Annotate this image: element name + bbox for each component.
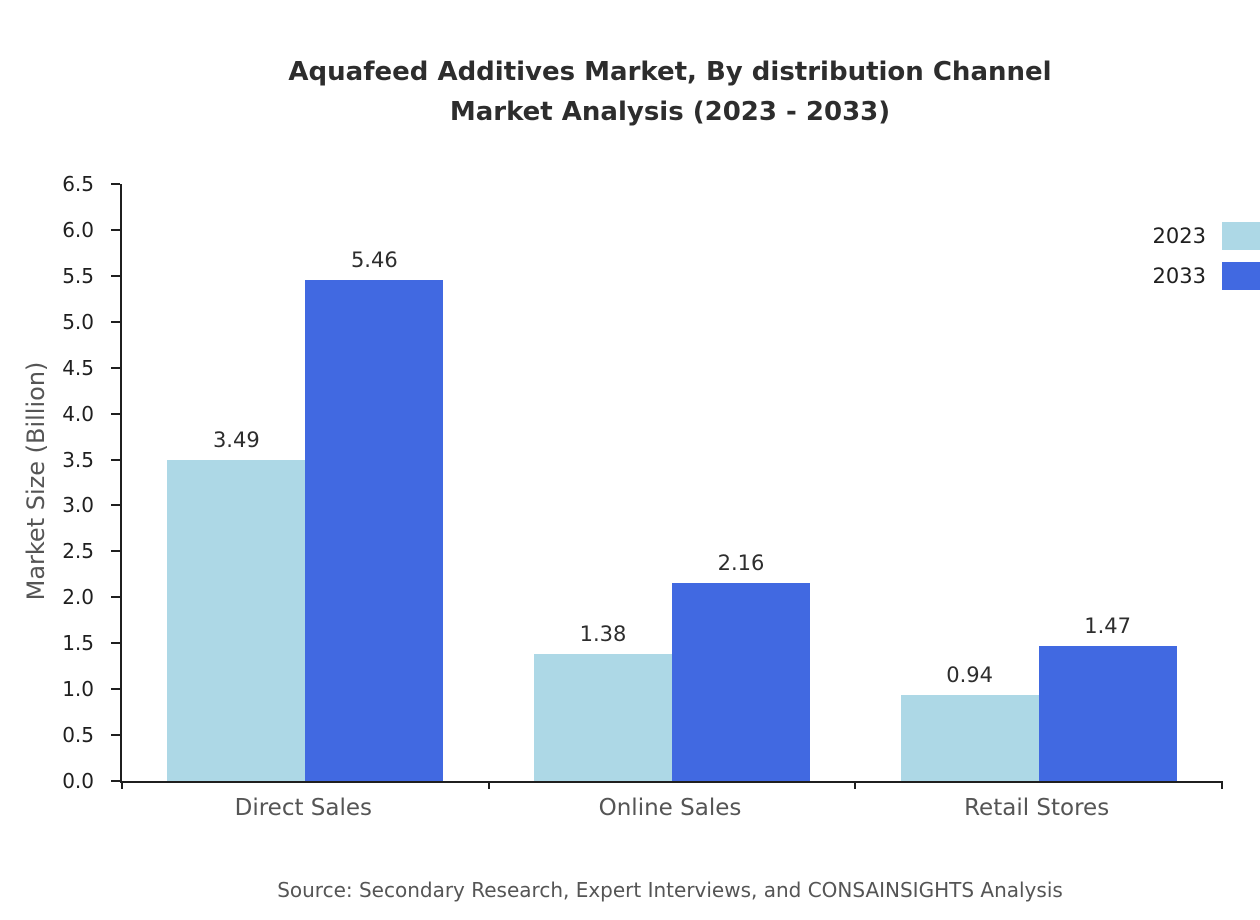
y-tick-mark bbox=[111, 596, 120, 599]
bar-value-label: 5.46 bbox=[350, 247, 398, 272]
y-tick-label: 5.0 bbox=[62, 309, 94, 334]
y-tick-label: 2.5 bbox=[62, 539, 94, 564]
y-tick-mark bbox=[111, 550, 120, 553]
y-tick-label: 4.0 bbox=[62, 401, 94, 426]
y-tick-mark bbox=[111, 504, 120, 507]
bar-value-label: 0.94 bbox=[946, 662, 994, 687]
category-label: Online Sales bbox=[598, 795, 742, 821]
y-tick-mark bbox=[111, 688, 120, 691]
y-tick-mark bbox=[111, 734, 120, 737]
y-tick-mark bbox=[111, 183, 120, 185]
chart-title-line2: Market Analysis (2023 - 2033) bbox=[449, 97, 891, 127]
y-tick-label: 2.0 bbox=[62, 585, 94, 610]
bar-value-label: 1.38 bbox=[579, 622, 627, 647]
y-tick-label: 5.5 bbox=[62, 263, 94, 288]
category-label: Retail Stores bbox=[964, 795, 1110, 821]
y-tick-label: 3.5 bbox=[62, 447, 94, 472]
legend-swatch-2023 bbox=[1222, 222, 1260, 250]
bar-2023-retail-stores bbox=[900, 694, 1039, 781]
y-tick-label: 4.5 bbox=[62, 355, 94, 380]
y-tick-mark bbox=[111, 366, 120, 369]
bar-2023-direct-sales bbox=[167, 460, 306, 781]
x-labels: Direct Sales Online Sales Retail Stores bbox=[120, 795, 1220, 829]
y-tick-mark bbox=[111, 642, 120, 645]
y-tick-mark bbox=[111, 412, 120, 415]
legend-label-2033: 2033 bbox=[1152, 264, 1206, 288]
legend-item-2033: 2033 bbox=[1153, 262, 1260, 290]
x-tick-mark bbox=[487, 781, 490, 789]
y-tick-label: 0.5 bbox=[62, 723, 94, 748]
bar-value-label: 2.16 bbox=[717, 550, 765, 575]
y-tick-label: 1.5 bbox=[62, 631, 94, 656]
bar-2033-online-sales bbox=[672, 582, 810, 781]
y-tick-mark bbox=[111, 274, 120, 277]
x-tick-mark bbox=[1221, 781, 1223, 789]
bar-2033-direct-sales bbox=[305, 279, 444, 781]
bar-value-label: 3.49 bbox=[212, 428, 260, 453]
y-tick-mark bbox=[111, 228, 120, 231]
bar-value-label: 1.47 bbox=[1084, 613, 1132, 638]
legend: 2023 2033 bbox=[1153, 222, 1260, 290]
chart-title-line1: Aquafeed Additives Market, By distributi… bbox=[288, 57, 1052, 87]
y-tick-label: 1.0 bbox=[62, 677, 94, 702]
x-tick-mark bbox=[121, 781, 123, 789]
source-note: Source: Secondary Research, Expert Inter… bbox=[277, 878, 1063, 902]
y-tick-label: 0.0 bbox=[62, 769, 94, 793]
y-tick-mark bbox=[111, 458, 120, 461]
y-axis: 0.0 0.5 1.0 1.5 2.0 2.5 3.0 3.5 4.0 4.5 5.0 5.5 6.0 6… bbox=[0, 172, 120, 793]
x-tick-mark bbox=[854, 781, 857, 789]
category-label: Direct Sales bbox=[234, 795, 373, 821]
legend-label-2023: 2023 bbox=[1152, 224, 1206, 248]
y-tick-label: 3.0 bbox=[62, 493, 94, 518]
plot-area: 3.49 5.46 1.38 2.16 0.94 1.47 bbox=[120, 184, 1223, 789]
bar-2023-online-sales bbox=[534, 654, 672, 781]
legend-item-2023: 2023 bbox=[1153, 222, 1260, 250]
y-tick-mark bbox=[111, 780, 120, 782]
y-tick-label: 6.0 bbox=[62, 217, 94, 242]
bar-2033-retail-stores bbox=[1038, 646, 1177, 781]
y-tick-mark bbox=[111, 320, 120, 323]
legend-swatch-2033 bbox=[1222, 262, 1260, 290]
y-tick-label: 6.5 bbox=[62, 172, 94, 196]
chart-title: Aquafeed Additives Market, By distributi… bbox=[120, 52, 1220, 132]
